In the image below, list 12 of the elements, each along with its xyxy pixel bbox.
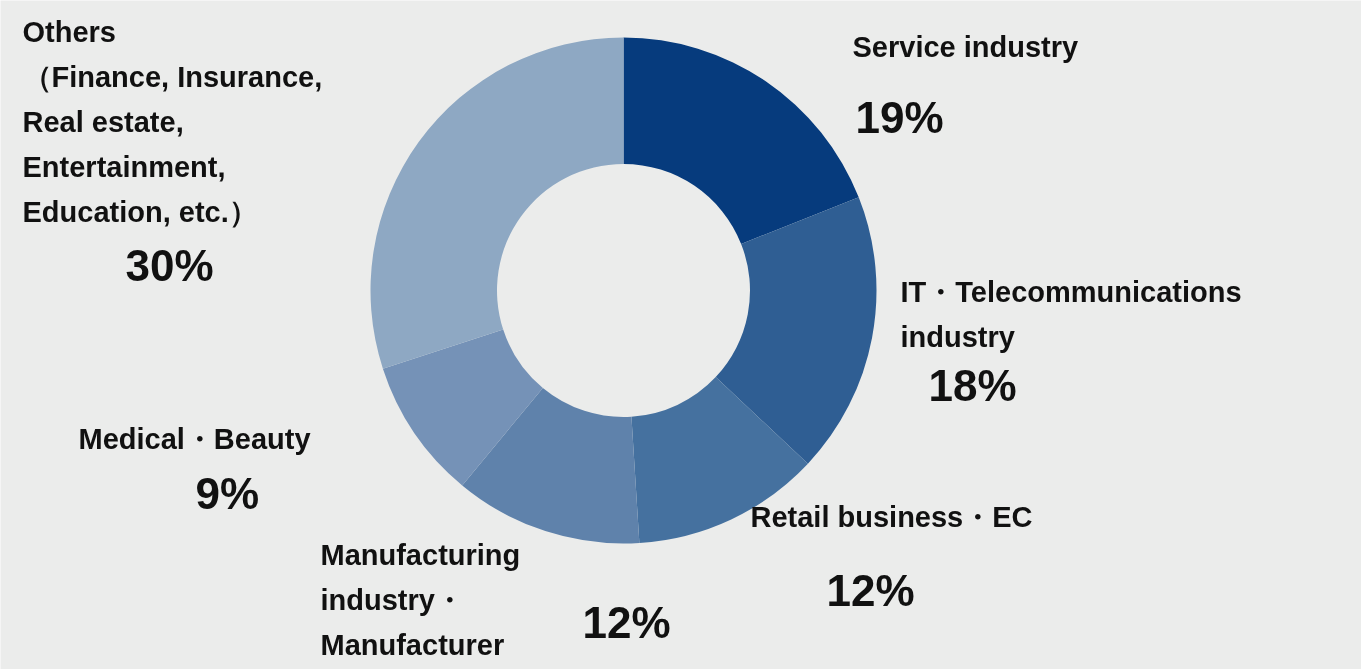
data-label: 18%	[928, 360, 1017, 410]
slice-label: Medical・Beauty	[78, 422, 311, 455]
slice-label: Others （Finance, Insurance, Real estate, Entertainment, Education, etc.）	[22, 15, 323, 228]
data-label: 12%	[582, 597, 671, 647]
data-label: 30%	[125, 240, 214, 290]
data-label: 12%	[826, 565, 915, 615]
slice-label: Service industry	[852, 30, 1079, 63]
slice-label: IT・Telecommunications industry	[900, 275, 1242, 353]
data-label: 19%	[855, 92, 944, 142]
data-label: 9%	[195, 468, 260, 518]
slice-label: Manufacturing industry・ Manufacturer	[320, 538, 521, 661]
slice-label: Retail business・EC	[750, 500, 1033, 533]
